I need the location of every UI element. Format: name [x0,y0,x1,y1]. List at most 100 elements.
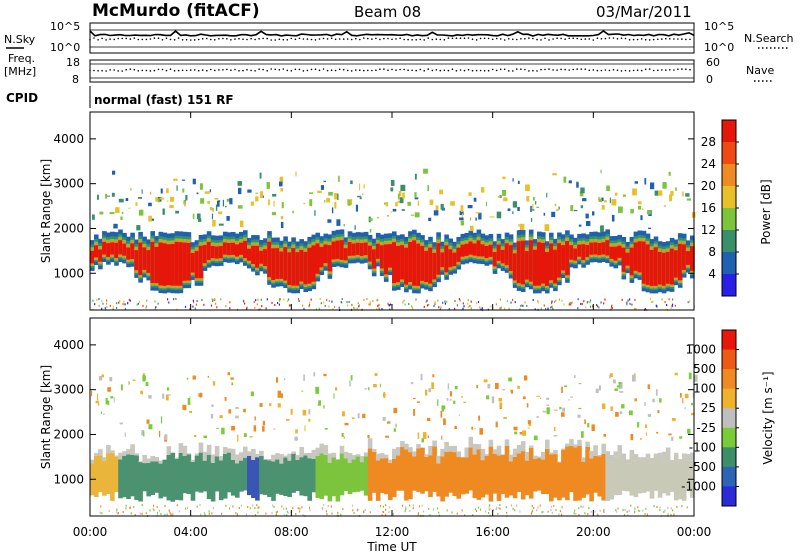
power-echo [337,193,339,200]
velocity-cell [146,463,151,497]
velocity-echo [562,407,566,412]
power-ground [534,308,536,311]
power-ground [357,302,359,305]
velocity-echo [387,421,391,424]
velocity-echo [601,403,606,410]
velocity-halo [629,449,635,456]
velocity-cell [230,459,236,496]
velocity-echo [441,407,444,412]
power-ground [212,298,214,301]
power-echo [654,190,659,196]
power-cell [146,250,151,273]
nave-dot [689,68,691,71]
velocity-echo [682,397,684,404]
velocity-ground [530,512,532,515]
velocity-ground [670,507,672,510]
velocity-cell [351,459,357,493]
velocity-halo [235,454,240,464]
power-echo [280,188,283,192]
velocity-echo [374,373,378,376]
velocity-cell [291,453,296,493]
nave-dot [314,68,317,70]
power-cell [673,250,679,278]
velocity-ground [667,507,669,509]
power-ground [279,300,281,302]
velocity-echo [454,425,457,429]
power-cell [653,247,659,286]
nave-dot [612,69,615,71]
velocity-ground [353,511,355,514]
colorbar-cell [722,164,736,187]
velocity-cell [436,463,441,497]
power-echo [255,192,259,194]
power-cell [210,246,216,259]
power-ground [433,305,435,307]
velocity-halo [492,449,498,454]
nsearch-dot [592,39,595,41]
nsearch-dot [278,38,281,41]
velocity-halo [601,443,606,454]
power-ground [118,301,120,304]
velocity-ground [664,509,666,512]
velocity-echo [189,396,191,398]
power-cell [625,252,631,266]
power-cell [400,245,405,280]
power-ground [146,299,148,302]
velocity-echo [679,436,683,439]
velocity-echo [410,382,414,385]
velocity-echo [110,396,114,399]
velocity-cell [532,459,538,492]
power-ground [346,301,348,304]
power-ground [308,305,310,308]
nave-dot [471,69,474,72]
power-cell [154,246,159,284]
power-ground [136,303,138,306]
velocity-cell [597,456,602,497]
power-ground [454,307,456,310]
date-label: 03/Mar/2011 [596,3,692,21]
power-cell [251,245,256,264]
nsearch-dot [576,37,578,40]
velocity-echo [113,396,115,403]
power-cell [573,248,578,261]
power-echo [279,176,284,184]
velocity-ground [212,507,214,510]
power-echo [209,189,211,193]
power-ground [462,307,464,310]
power-cell [303,251,308,285]
velocity-ground [555,509,557,511]
x-tick-label: 00:00 [73,525,108,539]
velocity-halo [605,451,610,456]
power-echo [634,181,638,184]
velocity-echo [427,417,431,421]
velocity-ground [211,512,213,515]
power-ground [404,303,406,306]
velocity-echo [613,379,616,384]
velocity-echo [143,375,146,381]
nsearch-dot [467,37,470,39]
velocity-halo [444,441,449,452]
velocity-ground [116,508,118,511]
nsky-line [89,30,695,37]
power-echo [512,178,514,182]
power-echo [226,198,231,202]
velocity-echo [249,436,253,438]
velocity-ground [187,506,189,509]
power-cell [383,244,389,275]
nave-dot [266,70,269,72]
velocity-echo [313,372,316,377]
power-ground [196,300,198,303]
velocity-cell [420,447,425,494]
power-echo [461,213,463,220]
power-cell [537,242,542,286]
power-ground [610,307,612,310]
power-echo [580,205,584,209]
velocity-cell [383,458,389,495]
velocity-echo [102,413,105,415]
power-echo [237,205,243,209]
velocity-halo [239,452,244,461]
power-cell [311,245,317,282]
nsearch-dot [298,37,301,40]
velocity-halo [416,444,421,449]
velocity-ground [676,506,678,508]
